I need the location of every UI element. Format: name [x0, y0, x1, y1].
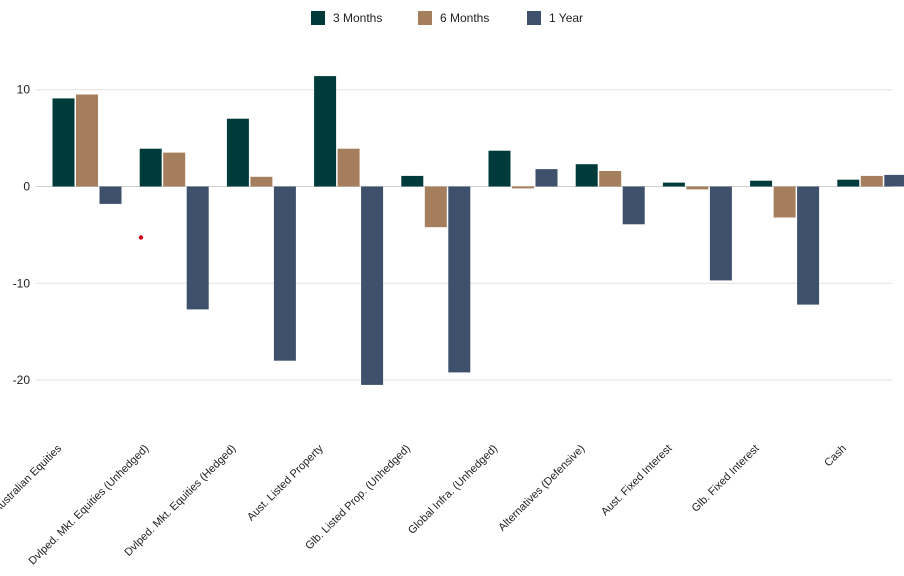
bar-6-months [250, 176, 273, 187]
bar-3-months [139, 148, 162, 187]
bar-1-year [186, 186, 209, 310]
bar-3-months [488, 150, 511, 187]
legend: 3 Months 6 Months 1 Year [311, 11, 583, 25]
bar-3-months [226, 118, 249, 187]
bar-1-year [273, 186, 296, 361]
bar-1-year [99, 186, 122, 204]
x-category-label: Australian Equities [0, 442, 64, 515]
marker-dot [138, 235, 144, 240]
bar-1-year [622, 186, 645, 225]
bar-3-months [401, 175, 424, 187]
legend-swatch-1-year [527, 11, 541, 25]
legend-swatch-3-months [311, 11, 325, 25]
bar-1-year [535, 169, 558, 187]
bar-3-months [52, 98, 75, 187]
bar-1-year [797, 186, 820, 305]
bar-3-months [314, 76, 337, 187]
bar-6-months [512, 186, 534, 189]
legend-label-6-months: 6 Months [440, 11, 489, 25]
bar-6-months [337, 148, 360, 187]
bar-3-months [837, 179, 860, 187]
bar-6-months [860, 175, 883, 187]
x-category-label: Cash [822, 443, 849, 470]
x-category-label: Aust. Listed Property [245, 442, 326, 523]
y-axis: 10 0 -10 -20 [13, 83, 31, 387]
y-tick-label: 0 [23, 180, 30, 194]
bar-6-months [773, 186, 796, 218]
y-tick-label: -10 [13, 276, 31, 290]
x-category-label: Glb. Listed Prop. (Unhedged) [303, 443, 413, 553]
bar-1-year [884, 174, 904, 187]
bar-1-year [361, 186, 384, 385]
bar-6-months [163, 152, 186, 187]
x-category-label: Aust. Fixed Interest [599, 443, 674, 518]
legend-label-3-months: 3 Months [333, 11, 382, 25]
y-tick-label: -20 [13, 373, 31, 387]
legend-label-1-year: 1 Year [549, 11, 583, 25]
x-category-label: Alternatives (Defensive) [496, 443, 587, 534]
bar-3-months [662, 182, 685, 187]
bars [52, 76, 904, 385]
legend-swatch-6-months [418, 11, 432, 25]
bar-1-year [709, 186, 732, 281]
x-category-label: Glb. Fixed Interest [690, 443, 762, 515]
bar-6-months [424, 186, 447, 228]
bar-3-months [750, 180, 773, 187]
bar-1-year [448, 186, 471, 373]
y-tick-label: 10 [17, 83, 31, 97]
bar-6-months [686, 186, 709, 190]
bar-6-months [76, 94, 98, 187]
bar-3-months [575, 164, 598, 187]
x-category-label: Global Infra. (Unhedged) [406, 443, 500, 537]
bar-6-months [599, 171, 622, 187]
